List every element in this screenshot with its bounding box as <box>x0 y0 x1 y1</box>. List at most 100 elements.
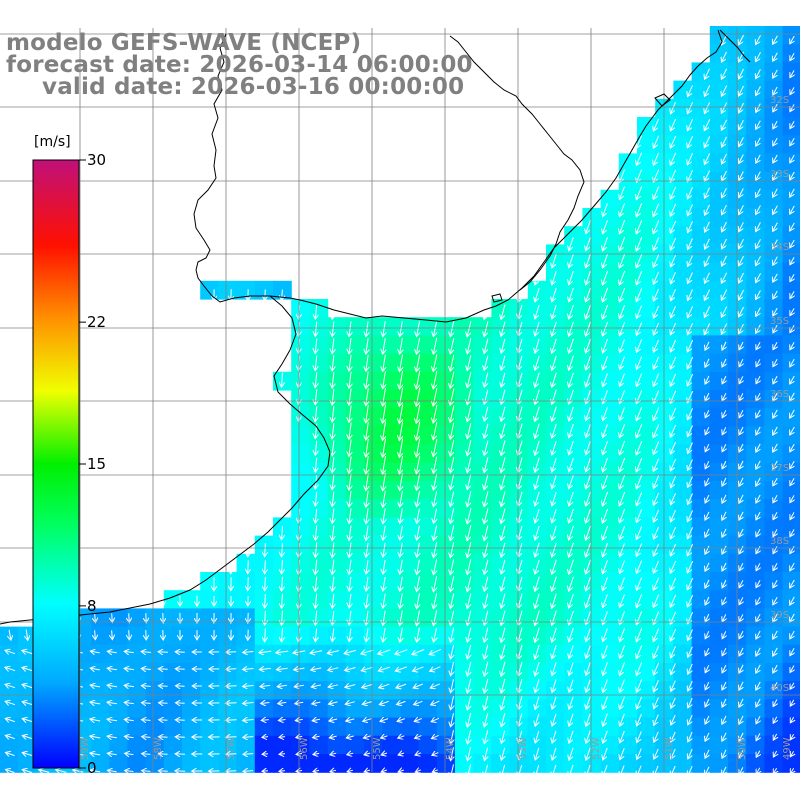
wind-arrow <box>282 372 283 387</box>
wind-cell <box>473 335 492 355</box>
wind-cell <box>163 644 183 664</box>
wind-cell <box>345 553 365 573</box>
wind-arrow <box>670 152 677 165</box>
wind-cell <box>728 226 747 245</box>
wind-cell <box>746 226 765 245</box>
wind-cell <box>746 353 765 373</box>
wind-arrow <box>366 388 369 405</box>
wind-arrow <box>773 120 777 129</box>
wind-cell <box>673 644 693 664</box>
wind-arrow <box>467 406 472 421</box>
wind-cell <box>218 572 238 591</box>
wind-arrow <box>484 423 489 439</box>
wind-arrow <box>790 392 795 401</box>
wind-arrow <box>315 491 316 506</box>
wind-cell <box>327 335 347 355</box>
wind-cell <box>473 717 492 737</box>
wind-cell <box>527 735 547 755</box>
wind-cell <box>564 681 583 700</box>
wind-cell <box>473 481 492 500</box>
wind-arrow <box>603 220 608 233</box>
wind-cell <box>254 608 274 628</box>
wind-cell <box>309 444 329 464</box>
wind-arrow <box>586 237 591 250</box>
wind-arrow <box>773 307 777 316</box>
wind-cell <box>709 481 729 500</box>
wind-arrow <box>773 273 778 282</box>
wind-cell <box>764 317 784 336</box>
wind-arrow <box>383 337 386 354</box>
wind-arrow <box>349 422 351 440</box>
wind-cell <box>728 117 747 136</box>
wind-arrow <box>535 440 540 456</box>
wind-cell <box>109 663 128 682</box>
wind-cell <box>236 681 256 700</box>
wind-arrow <box>484 355 489 371</box>
wind-cell <box>309 317 329 336</box>
wind-cell <box>236 590 256 609</box>
wind-cell <box>291 663 310 682</box>
wind-cell <box>400 335 420 355</box>
wind-arrow <box>722 392 726 401</box>
wind-cell <box>746 499 765 518</box>
wind-arrow <box>619 322 626 335</box>
wind-arrow <box>722 187 727 198</box>
wind-arrow <box>332 321 334 337</box>
wind-arrow <box>399 404 404 424</box>
wind-cell <box>673 80 693 100</box>
wind-arrow <box>688 442 693 454</box>
wind-cell <box>691 317 711 336</box>
wind-cell <box>491 717 511 737</box>
wind-arrow <box>602 491 609 506</box>
wind-cell <box>400 535 420 555</box>
wind-cell <box>546 572 565 591</box>
wind-arrow <box>739 154 744 164</box>
wind-arrow <box>484 304 489 319</box>
wind-arrow <box>756 290 761 300</box>
wind-arrow <box>366 321 368 336</box>
wind-arrow <box>518 406 523 422</box>
wind-cell <box>782 663 800 682</box>
wind-cell <box>382 317 401 336</box>
wind-cell <box>145 644 165 664</box>
wind-cell <box>582 335 602 355</box>
wind-arrow <box>332 457 334 472</box>
wind-cell <box>582 699 602 719</box>
wind-arrow <box>315 389 317 404</box>
wind-arrow <box>739 306 744 317</box>
wind-cell <box>709 444 729 464</box>
wind-cell <box>509 553 529 573</box>
longitude-label: 51W <box>664 737 675 760</box>
wind-arrow <box>636 169 643 183</box>
wind-arrow <box>790 87 794 94</box>
wind-arrow <box>433 456 436 474</box>
wind-cell <box>327 608 347 628</box>
wind-cell <box>236 280 256 300</box>
wind-cell <box>764 517 784 537</box>
wind-cell <box>364 644 383 664</box>
wind-arrow <box>636 492 643 505</box>
wind-cell <box>637 462 656 482</box>
wind-cell <box>655 481 674 500</box>
wind-arrow <box>756 273 761 282</box>
wind-arrow <box>704 306 711 318</box>
wind-arrow <box>790 104 794 111</box>
wind-arrow <box>773 69 778 78</box>
wind-arrow <box>399 370 402 389</box>
wind-cell <box>364 735 383 755</box>
wind-arrow <box>704 289 711 301</box>
wind-arrow <box>773 256 778 266</box>
wind-arrow <box>417 491 420 507</box>
wind-arrow <box>687 356 694 369</box>
wind-arrow <box>349 491 351 507</box>
wind-arrow <box>688 272 693 284</box>
wind-cell <box>491 663 511 682</box>
wind-cell <box>728 717 747 737</box>
wind-arrow <box>620 339 625 352</box>
wind-cell <box>491 735 511 755</box>
wind-cell <box>564 462 583 482</box>
wind-cell <box>582 572 602 591</box>
wind-cell <box>418 335 438 355</box>
wind-arrow <box>671 102 676 114</box>
wind-arrow <box>705 341 709 350</box>
